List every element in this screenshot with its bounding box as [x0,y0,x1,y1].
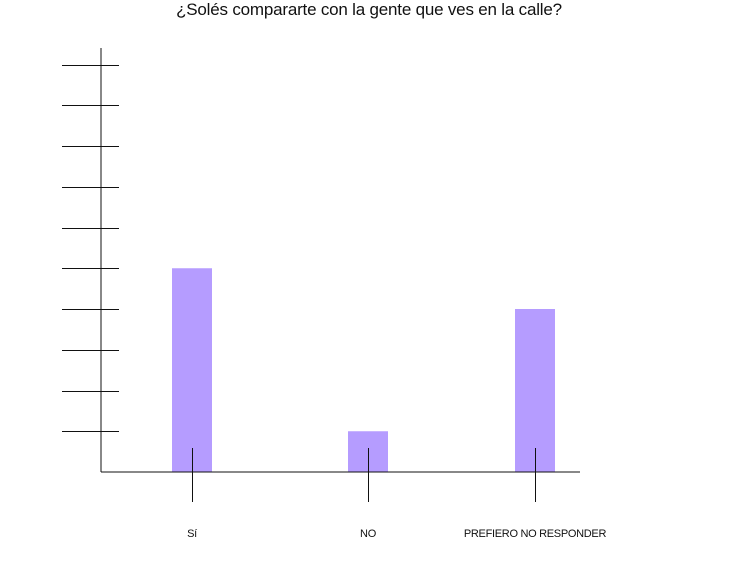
axes-layer [62,48,580,502]
labels-layer: Sí NO PREFIERO NO RESPONDER [187,528,607,540]
category-label: PREFIERO NO RESPONDER [464,528,607,540]
bars-layer [172,268,555,472]
chart-title: ¿Solés compararte con la gente que ves e… [176,0,562,19]
bar [515,309,555,472]
category-label: Sí [187,528,197,540]
bar [172,268,212,472]
category-label: NO [360,528,377,540]
